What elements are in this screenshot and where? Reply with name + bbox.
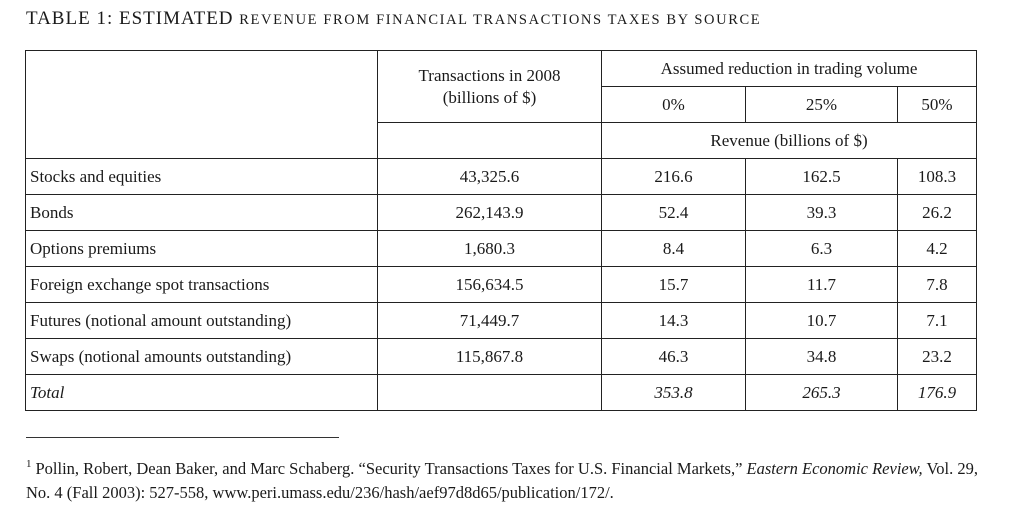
revenue-0-cell: 52.4 — [601, 194, 746, 231]
revenue-25-cell: 34.8 — [745, 338, 898, 375]
row-label: Options premiums — [25, 230, 378, 267]
transactions-header-unit: (billions of $) — [442, 87, 537, 107]
revenue-50-cell: 4.2 — [896, 230, 978, 267]
header-row-1: Transactions in 2008 (billions of $) Ass… — [25, 50, 978, 159]
empty-header-cell — [25, 50, 378, 159]
table-title-prefix: TABLE 1: ESTIMATED — [26, 8, 240, 29]
scenario-header-25: 25% — [745, 86, 898, 123]
table-row: Swaps (notional amounts outstanding) 115… — [25, 338, 978, 375]
footnote-text-before: Pollin, Robert, Dean Baker, and Marc Sch… — [35, 459, 747, 478]
header-row-3: Revenue (billions of $) — [26, 122, 978, 159]
transactions-cell: 1,680.3 — [377, 230, 602, 267]
revenue-0-cell: 8.4 — [601, 230, 746, 267]
transactions-cell: 156,634.5 — [377, 266, 602, 303]
row-label: Foreign exchange spot transactions — [25, 266, 378, 303]
table-row: Options premiums 1,680.3 8.4 6.3 4.2 — [25, 230, 978, 267]
transactions-header-blank — [377, 122, 602, 159]
table-row: Foreign exchange spot transactions 156,6… — [25, 266, 978, 303]
table-title-rest: REVENUE FROM FINANCIAL TRANSACTIONS TAXE… — [239, 12, 762, 28]
footnote-divider — [26, 437, 339, 438]
transactions-cell: 115,867.8 — [377, 338, 602, 375]
total-label: Total — [25, 374, 378, 411]
revenue-25-cell: 162.5 — [745, 158, 898, 195]
row-label: Swaps (notional amounts outstanding) — [25, 338, 378, 375]
revenue-50-cell: 23.2 — [896, 338, 978, 375]
row-label: Bonds — [25, 194, 378, 231]
revenue-0-cell: 216.6 — [601, 158, 746, 195]
revenue-25-cell: 39.3 — [745, 194, 898, 231]
total-transactions-cell — [377, 374, 602, 411]
footnote-text-after: Vol. 29, No. 4 (Fall 2003): 527-558, www… — [26, 459, 978, 502]
revenue-unit-header: Revenue (billions of $) — [600, 122, 978, 159]
scenario-header-50: 50% — [896, 86, 978, 123]
row-label: Stocks and equities — [25, 158, 378, 195]
revenue-25-cell: 11.7 — [745, 266, 898, 303]
transactions-cell: 43,325.6 — [377, 158, 602, 195]
total-revenue-0-cell: 353.8 — [601, 374, 746, 411]
revenue-0-cell: 15.7 — [601, 266, 746, 303]
revenue-50-cell: 7.8 — [896, 266, 978, 303]
transactions-header: Transactions in 2008 (billions of $) — [377, 50, 602, 123]
revenue-25-cell: 10.7 — [745, 302, 898, 339]
table-title: TABLE 1: ESTIMATED REVENUE FROM FINANCIA… — [26, 8, 761, 30]
transactions-cell: 262,143.9 — [377, 194, 602, 231]
revenue-table: Transactions in 2008 (billions of $) Ass… — [25, 50, 978, 411]
transactions-cell: 71,449.7 — [377, 302, 602, 339]
total-row: Total 353.8 265.3 176.9 — [25, 374, 978, 411]
total-revenue-25-cell: 265.3 — [745, 374, 898, 411]
footnote-marker: 1 — [26, 458, 32, 470]
total-revenue-50-cell: 176.9 — [896, 374, 978, 411]
revenue-50-cell: 108.3 — [896, 158, 978, 195]
footnote: 1 Pollin, Robert, Dean Baker, and Marc Sc… — [26, 452, 986, 505]
scenario-header-0: 0% — [601, 86, 746, 123]
revenue-0-cell: 14.3 — [601, 302, 746, 339]
footnote-journal: Eastern Economic Review, — [746, 459, 923, 478]
header-row-2: 0% 25% 50% — [26, 86, 978, 123]
revenue-0-cell: 46.3 — [601, 338, 746, 375]
revenue-25-cell: 6.3 — [745, 230, 898, 267]
revenue-50-cell: 7.1 — [896, 302, 978, 339]
table-row: Bonds 262,143.9 52.4 39.3 26.2 — [25, 194, 978, 231]
table-row: Stocks and equities 43,325.6 216.6 162.5… — [25, 158, 978, 195]
assumed-reduction-header: Assumed reduction in trading volume — [600, 50, 978, 87]
revenue-50-cell: 26.2 — [896, 194, 978, 231]
transactions-header-label: Transactions in 2008 — [418, 65, 561, 85]
table-row: Futures (notional amount outstanding) 71… — [25, 302, 978, 339]
row-label: Futures (notional amount outstanding) — [25, 302, 378, 339]
